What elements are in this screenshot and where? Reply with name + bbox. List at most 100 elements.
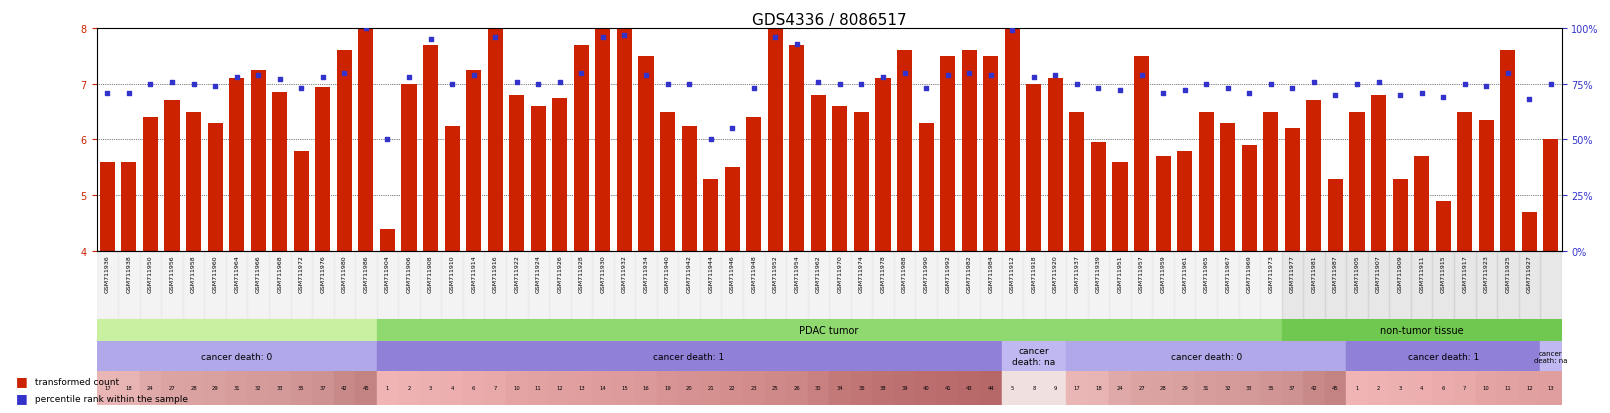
Bar bbox=[592, 252, 613, 319]
Text: cancer death: 1: cancer death: 1 bbox=[654, 352, 724, 361]
Text: 12: 12 bbox=[557, 386, 564, 391]
Text: GSM711911: GSM711911 bbox=[1418, 255, 1425, 292]
Bar bbox=[1518, 371, 1541, 405]
Bar bbox=[1521, 212, 1538, 252]
Bar bbox=[786, 252, 808, 319]
Bar bbox=[1264, 112, 1278, 252]
Text: GSM711912: GSM711912 bbox=[1009, 255, 1014, 292]
Bar bbox=[118, 252, 140, 319]
Text: GSM711969: GSM711969 bbox=[1246, 255, 1253, 292]
Bar bbox=[552, 98, 567, 252]
Text: 33: 33 bbox=[1246, 386, 1253, 391]
Point bbox=[913, 85, 939, 92]
Text: cancer
death: na: cancer death: na bbox=[1013, 347, 1056, 366]
Bar bbox=[161, 252, 184, 319]
Bar bbox=[721, 371, 742, 405]
Text: 6: 6 bbox=[472, 386, 475, 391]
Bar bbox=[853, 112, 869, 252]
Bar bbox=[398, 252, 420, 319]
Bar bbox=[290, 252, 312, 319]
Bar bbox=[549, 252, 570, 319]
Bar bbox=[377, 319, 1282, 341]
Point bbox=[741, 85, 766, 92]
Point bbox=[1108, 88, 1133, 95]
Bar bbox=[1109, 252, 1130, 319]
Text: GSM711920: GSM711920 bbox=[1053, 255, 1058, 292]
Text: 44: 44 bbox=[987, 386, 993, 391]
Bar bbox=[549, 371, 570, 405]
Bar bbox=[678, 252, 700, 319]
Bar bbox=[269, 252, 290, 319]
Bar bbox=[97, 252, 118, 319]
Bar bbox=[681, 126, 697, 252]
Bar bbox=[721, 252, 742, 319]
Text: 31: 31 bbox=[233, 386, 240, 391]
Bar bbox=[401, 85, 417, 252]
Point bbox=[288, 85, 314, 92]
Bar bbox=[336, 51, 353, 252]
Bar bbox=[1302, 371, 1325, 405]
Text: 39: 39 bbox=[902, 386, 908, 391]
Bar bbox=[789, 45, 805, 252]
Text: GSM711956: GSM711956 bbox=[169, 255, 174, 292]
Text: GSM711960: GSM711960 bbox=[213, 255, 217, 292]
Bar bbox=[1501, 51, 1515, 252]
Text: 7: 7 bbox=[494, 386, 497, 391]
Text: 32: 32 bbox=[254, 386, 261, 391]
Bar bbox=[1026, 85, 1042, 252]
Text: 29: 29 bbox=[213, 386, 219, 391]
Bar bbox=[1092, 143, 1106, 252]
Text: 29: 29 bbox=[1182, 386, 1188, 391]
Bar bbox=[937, 252, 958, 319]
Text: GSM711974: GSM711974 bbox=[860, 255, 865, 292]
Bar bbox=[380, 229, 394, 252]
Point bbox=[676, 81, 702, 88]
Text: 13: 13 bbox=[1547, 386, 1554, 391]
Text: 17: 17 bbox=[105, 386, 111, 391]
Bar bbox=[573, 45, 589, 252]
Text: 26: 26 bbox=[794, 386, 800, 391]
Text: 8: 8 bbox=[1032, 386, 1035, 391]
Point bbox=[245, 72, 270, 79]
Bar bbox=[1368, 252, 1389, 319]
Text: GSM711914: GSM711914 bbox=[472, 255, 477, 292]
Point bbox=[935, 72, 961, 79]
Text: GSM711927: GSM711927 bbox=[1526, 255, 1531, 292]
Bar bbox=[1066, 252, 1088, 319]
Text: 28: 28 bbox=[1159, 386, 1167, 391]
Point bbox=[460, 72, 486, 79]
Text: 18: 18 bbox=[1095, 386, 1101, 391]
Point bbox=[483, 35, 509, 41]
Point bbox=[1344, 81, 1370, 88]
Text: GSM711923: GSM711923 bbox=[1484, 255, 1489, 292]
Bar bbox=[724, 168, 739, 252]
Point bbox=[180, 81, 206, 88]
Text: 27: 27 bbox=[1138, 386, 1145, 391]
Bar bbox=[765, 371, 786, 405]
Text: GSM711970: GSM711970 bbox=[837, 255, 842, 292]
Bar bbox=[980, 371, 1001, 405]
Bar bbox=[980, 252, 1001, 319]
Bar bbox=[1478, 121, 1494, 252]
Title: GDS4336 / 8086517: GDS4336 / 8086517 bbox=[752, 13, 906, 28]
Bar bbox=[919, 123, 934, 252]
Bar bbox=[121, 162, 137, 252]
Point bbox=[568, 70, 594, 77]
Bar bbox=[958, 371, 980, 405]
Point bbox=[805, 79, 831, 85]
Text: 6: 6 bbox=[1441, 386, 1444, 391]
Bar bbox=[485, 252, 506, 319]
Point bbox=[1301, 79, 1327, 85]
Text: 11: 11 bbox=[535, 386, 541, 391]
Bar bbox=[1497, 371, 1518, 405]
Text: GSM711958: GSM711958 bbox=[192, 255, 196, 292]
Bar bbox=[1153, 252, 1174, 319]
Bar bbox=[617, 26, 633, 252]
Text: 43: 43 bbox=[966, 386, 972, 391]
Text: cancer death: 1: cancer death: 1 bbox=[1407, 352, 1480, 361]
Bar bbox=[97, 319, 377, 341]
Point bbox=[869, 75, 895, 81]
Text: GSM711907: GSM711907 bbox=[1377, 255, 1381, 292]
Point bbox=[956, 70, 982, 77]
Text: 19: 19 bbox=[665, 386, 671, 391]
